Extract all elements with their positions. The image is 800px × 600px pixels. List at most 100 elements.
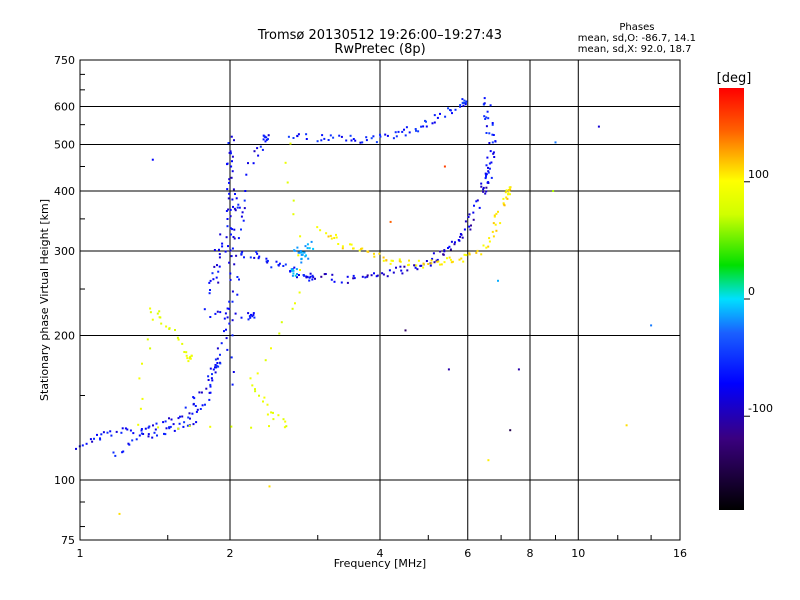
data-point (433, 261, 436, 264)
y-tick-label: 600 (54, 101, 75, 114)
data-point (81, 444, 84, 447)
data-point (266, 261, 269, 264)
data-point (473, 204, 475, 207)
data-point (215, 276, 218, 279)
data-point (268, 425, 270, 428)
y-tick-label: 500 (54, 139, 75, 152)
data-point (163, 432, 165, 435)
data-point (415, 264, 418, 267)
data-point (216, 357, 219, 360)
data-point (483, 102, 486, 105)
data-point (484, 172, 487, 175)
data-point (256, 372, 259, 375)
data-point (379, 133, 381, 136)
data-point (349, 243, 351, 246)
data-point (140, 429, 143, 432)
data-point (228, 181, 230, 184)
data-point (256, 252, 259, 255)
data-point (243, 199, 246, 202)
data-point (462, 260, 465, 263)
data-point (482, 190, 485, 193)
data-point (308, 247, 311, 250)
data-point (292, 137, 295, 139)
data-point (226, 348, 229, 351)
data-point (212, 278, 215, 281)
data-point (297, 251, 300, 254)
data-point (284, 420, 287, 423)
data-point (139, 407, 142, 410)
data-point (183, 421, 186, 424)
data-point (228, 151, 231, 154)
data-point (287, 135, 290, 138)
data-point (135, 438, 138, 441)
data-point (110, 434, 113, 437)
data-point (354, 139, 357, 142)
data-point (340, 281, 343, 284)
data-point (226, 316, 229, 319)
data-point (494, 223, 497, 226)
data-point (151, 436, 154, 439)
data-point (488, 237, 491, 240)
data-point (183, 351, 186, 353)
data-point (257, 154, 260, 157)
data-point (478, 206, 481, 209)
data-point (324, 273, 327, 275)
data-point (196, 408, 199, 411)
data-point (262, 138, 265, 141)
data-point (172, 423, 175, 426)
data-point (470, 224, 472, 227)
data-point (296, 246, 299, 249)
data-point (450, 240, 453, 243)
plot-frame (79, 59, 681, 541)
data-point (349, 134, 352, 137)
phase-stats: Phases mean, sd,O: -86.7, 14.1 mean, sd,… (578, 22, 696, 55)
data-point (493, 215, 496, 218)
data-point (461, 98, 464, 101)
data-point (359, 141, 362, 144)
data-point (209, 316, 212, 318)
data-point (482, 186, 485, 189)
data-point (229, 272, 232, 275)
data-point (265, 139, 268, 141)
data-point (229, 150, 232, 153)
colorbar-label: [deg] (717, 71, 752, 86)
data-point (99, 437, 101, 440)
data-point (99, 438, 102, 441)
data-point (464, 103, 467, 106)
data-point (233, 237, 236, 240)
data-point (156, 312, 159, 315)
data-point (311, 278, 314, 281)
data-point (298, 291, 301, 294)
data-point (485, 190, 488, 193)
data-point (366, 274, 369, 277)
data-point (447, 247, 449, 249)
data-point (463, 228, 466, 231)
data-point (122, 450, 125, 453)
data-point (425, 125, 428, 128)
data-point (451, 112, 453, 115)
data-point (259, 145, 262, 148)
data-point (264, 140, 267, 143)
data-point (488, 167, 491, 170)
data-point (427, 263, 430, 265)
data-point (304, 245, 307, 248)
data-point (219, 353, 221, 356)
data-point (417, 130, 420, 133)
data-point (488, 142, 491, 144)
data-point (218, 253, 221, 256)
data-point (216, 310, 219, 313)
x-tick-label: 8 (527, 547, 534, 560)
x-tick-label: 16 (673, 547, 687, 560)
x-tick-label: 10 (571, 547, 585, 560)
data-point (492, 134, 495, 136)
data-point (226, 225, 229, 228)
data-point (227, 142, 230, 144)
data-point (241, 250, 244, 253)
data-point (157, 426, 160, 429)
colorbar-tick-labels: 100 0 -100 (744, 168, 773, 417)
data-point (472, 218, 475, 221)
y-tick-label: 300 (54, 245, 75, 258)
data-point (485, 164, 488, 167)
data-point (408, 259, 410, 262)
data-point (186, 424, 189, 427)
